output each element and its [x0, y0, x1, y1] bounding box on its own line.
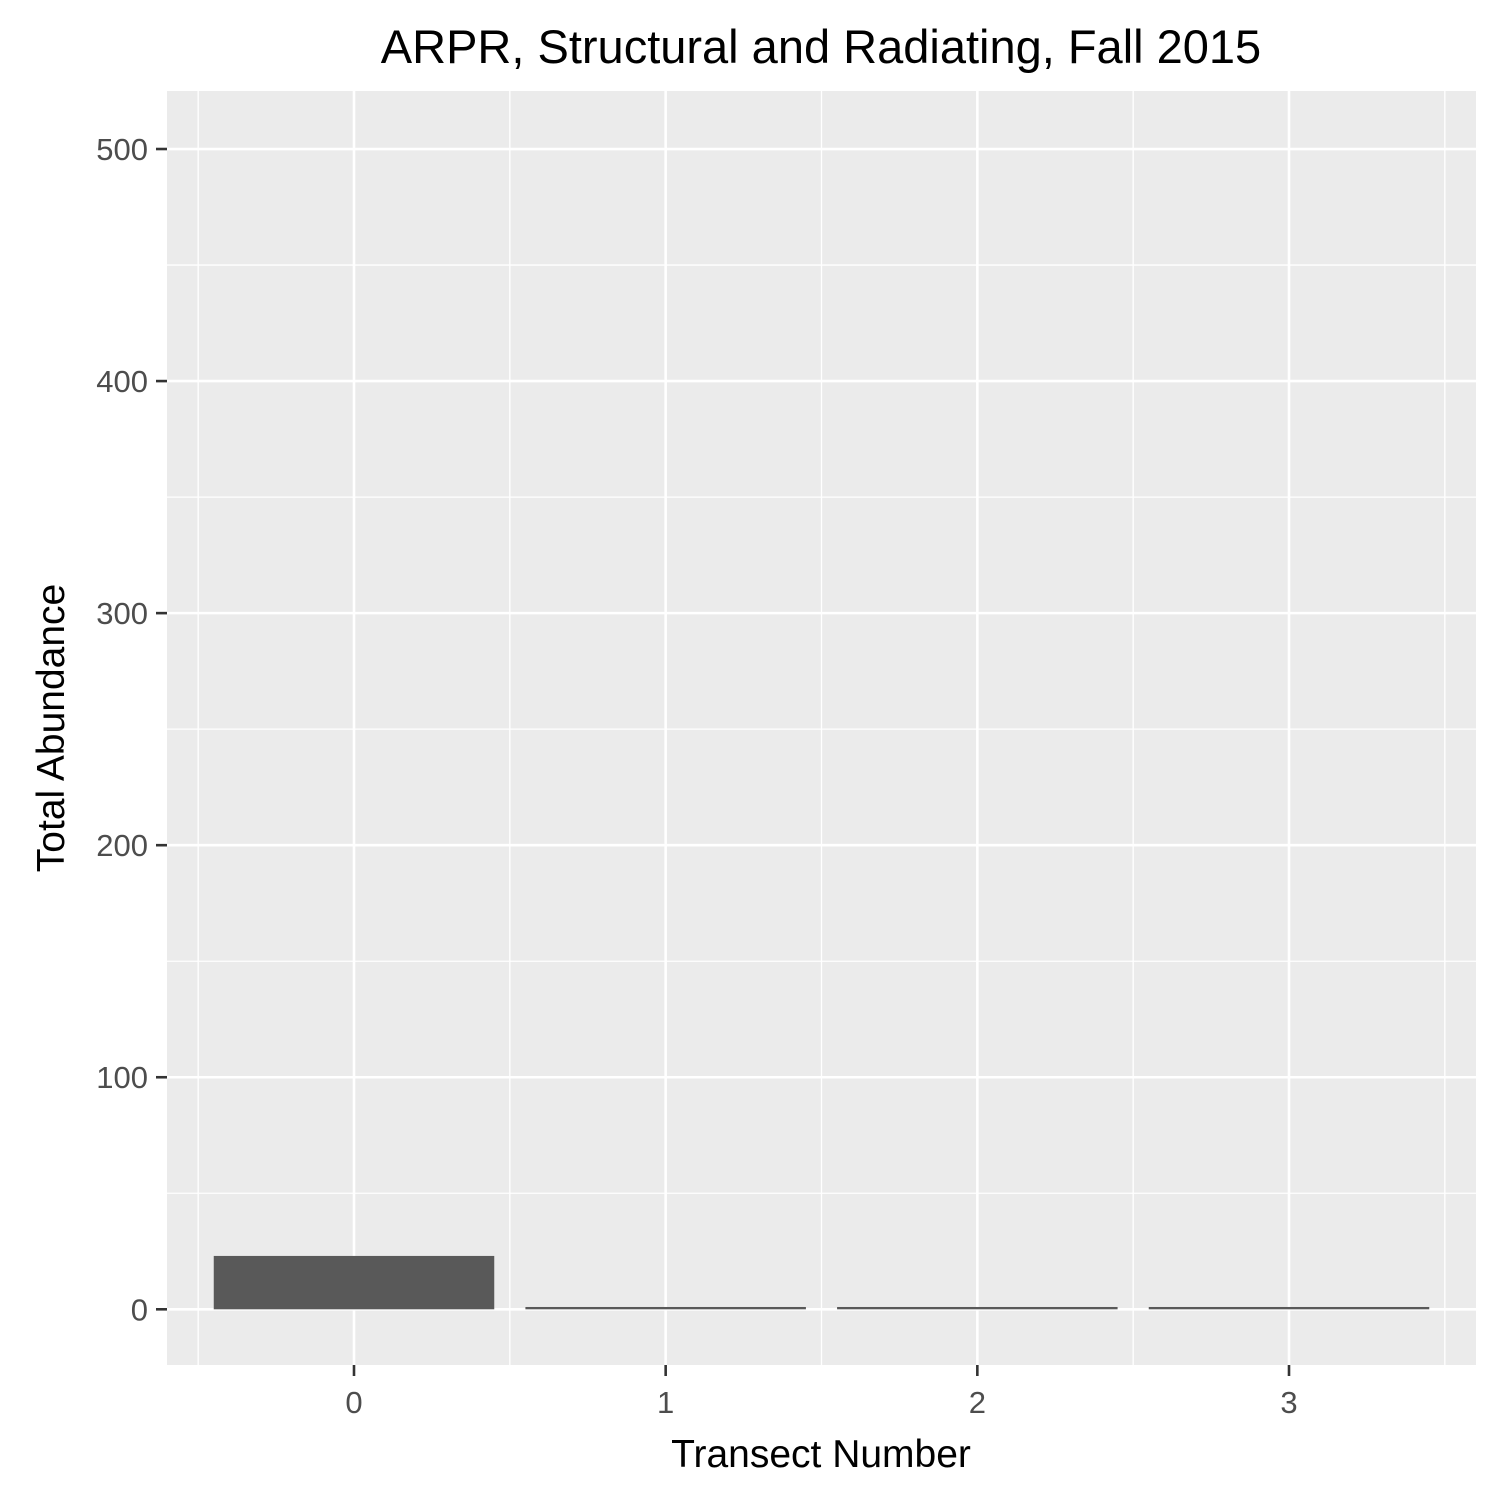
y-tick-label: 500	[96, 132, 148, 167]
bar-3	[1148, 1306, 1430, 1310]
y-axis: 0 100 200 300 400 500	[96, 132, 167, 1327]
y-axis-title: Total Abundance	[30, 584, 73, 872]
chart-title: ARPR, Structural and Radiating, Fall 201…	[381, 20, 1261, 73]
y-tick-label: 300	[96, 596, 148, 631]
minor-gridlines	[167, 91, 1476, 1365]
x-tick-label: 1	[657, 1385, 674, 1420]
bar-1	[525, 1306, 806, 1310]
x-axis: 0 1 2 3	[345, 1365, 1298, 1420]
x-tick-label: 3	[1280, 1385, 1297, 1420]
x-tick-label: 0	[345, 1385, 362, 1420]
x-tick-label: 2	[969, 1385, 986, 1420]
bar-0	[213, 1255, 495, 1310]
y-tick-label: 0	[131, 1292, 148, 1327]
x-axis-title: Transect Number	[671, 1433, 971, 1476]
y-tick-label: 400	[96, 364, 148, 399]
bar-2	[837, 1306, 1118, 1310]
y-tick-label: 200	[96, 828, 148, 863]
bars	[213, 1255, 1430, 1310]
y-tick-label: 100	[96, 1060, 148, 1095]
